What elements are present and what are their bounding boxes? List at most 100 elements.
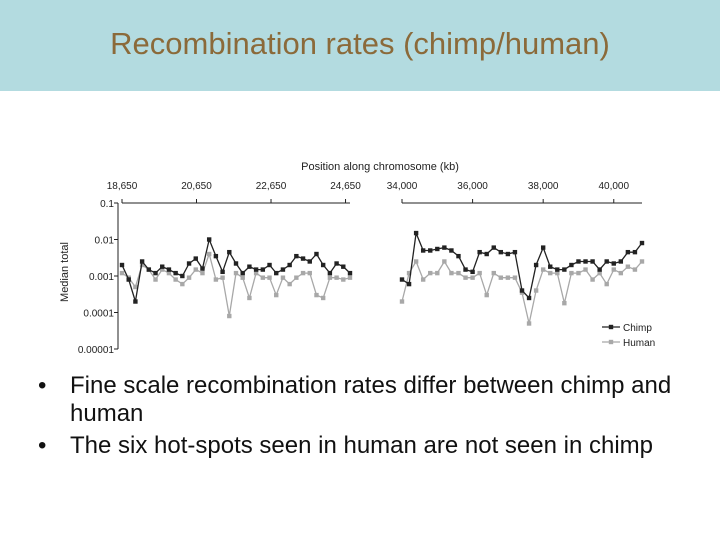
y-axis-label: Median total xyxy=(59,242,71,302)
data-point-chimp xyxy=(569,262,574,268)
data-point-human xyxy=(186,275,192,280)
data-point-chimp xyxy=(526,295,532,301)
data-point-chimp xyxy=(327,270,333,276)
data-point-human xyxy=(287,281,292,287)
data-point-human xyxy=(420,277,426,282)
data-point-human xyxy=(569,270,574,276)
x-tick-label: 40,000 xyxy=(598,181,629,192)
data-point-human xyxy=(428,270,433,276)
legend-label-chimp: Chimp xyxy=(623,323,652,334)
data-point-human xyxy=(173,277,178,282)
data-point-human xyxy=(632,267,638,272)
y-tick-label: 0.00001 xyxy=(78,345,115,356)
data-point-human xyxy=(347,275,353,280)
data-point-chimp xyxy=(320,262,326,268)
data-point-human xyxy=(463,275,468,280)
bullet-glyph: • xyxy=(38,372,47,399)
data-point-human xyxy=(240,275,245,280)
data-point-chimp xyxy=(287,262,292,268)
x-tick-label: 36,000 xyxy=(457,181,488,192)
data-point-human xyxy=(562,300,567,306)
bullet-list: • Fine scale recombination rates differ … xyxy=(38,372,698,464)
bullet-item: • The six hot-spots seen in human are no… xyxy=(38,432,698,460)
data-point-human xyxy=(477,270,482,276)
x-tick-label: 24,650 xyxy=(330,181,361,192)
data-point-human xyxy=(327,275,333,280)
y-tick-label: 0.0001 xyxy=(83,309,114,320)
data-point-human xyxy=(435,270,440,276)
data-point-chimp xyxy=(260,267,266,272)
data-point-human xyxy=(200,270,205,276)
data-point-chimp xyxy=(240,270,245,276)
data-point-human xyxy=(294,275,299,280)
data-point-chimp xyxy=(200,266,205,271)
data-point-chimp xyxy=(139,259,145,264)
data-point-human xyxy=(180,281,185,287)
data-point-chimp xyxy=(406,281,412,287)
data-point-chimp xyxy=(512,249,518,255)
data-point-chimp xyxy=(146,267,152,272)
y-tick-label: 0.01 xyxy=(95,236,115,247)
data-point-chimp xyxy=(505,251,511,257)
data-point-human xyxy=(625,264,631,269)
data-point-human xyxy=(227,313,232,319)
data-point-human xyxy=(314,292,319,298)
data-point-human xyxy=(505,275,511,280)
data-point-chimp xyxy=(470,269,475,275)
data-point-human xyxy=(247,295,252,301)
data-point-chimp xyxy=(180,273,185,279)
x-tick-label: 34,000 xyxy=(387,181,418,192)
data-point-chimp xyxy=(442,245,447,250)
data-point-chimp xyxy=(206,237,212,242)
series-line-chimp xyxy=(401,230,643,300)
data-point-human xyxy=(133,284,138,290)
data-point-human xyxy=(604,281,609,287)
data-point-chimp xyxy=(253,267,259,272)
data-point-human xyxy=(260,275,266,280)
data-point-chimp xyxy=(632,249,638,255)
data-point-human xyxy=(590,277,595,282)
data-point-chimp xyxy=(280,267,286,272)
data-point-chimp xyxy=(463,267,468,272)
data-point-human xyxy=(406,270,412,276)
data-point-human xyxy=(166,270,172,276)
data-point-chimp xyxy=(583,259,588,264)
data-point-human xyxy=(597,270,602,276)
data-point-chimp xyxy=(307,259,312,264)
data-point-chimp xyxy=(625,249,631,255)
data-point-chimp xyxy=(498,249,504,255)
x-tick-label: 18,650 xyxy=(107,181,138,192)
data-point-chimp xyxy=(420,248,426,253)
data-point-chimp xyxy=(314,251,319,257)
data-point-chimp xyxy=(193,256,198,261)
bullet-text: The six hot-spots seen in human are not … xyxy=(70,432,653,459)
y-tick-label: 0.001 xyxy=(89,272,114,283)
data-point-human xyxy=(512,275,518,280)
data-point-chimp xyxy=(166,267,172,272)
data-point-chimp xyxy=(540,245,546,250)
data-point-chimp xyxy=(477,249,482,255)
legend-marker-human xyxy=(608,339,614,345)
data-point-human xyxy=(320,295,326,301)
data-point-human xyxy=(484,292,489,298)
x-axis-label: Position along chromosome (kb) xyxy=(301,161,459,173)
data-point-human xyxy=(576,270,581,276)
data-point-chimp xyxy=(227,249,232,255)
data-point-human xyxy=(193,267,198,272)
data-point-chimp xyxy=(491,245,496,250)
data-point-chimp xyxy=(399,277,405,282)
data-point-human xyxy=(300,270,306,276)
data-point-human xyxy=(449,270,454,276)
data-point-human xyxy=(413,259,419,264)
data-point-chimp xyxy=(173,270,178,276)
data-point-chimp xyxy=(597,267,602,272)
data-point-chimp xyxy=(126,277,131,282)
data-point-chimp xyxy=(484,251,489,257)
data-point-human xyxy=(583,267,588,272)
data-point-chimp xyxy=(300,256,306,261)
data-point-human xyxy=(399,299,405,304)
data-point-chimp xyxy=(347,270,353,276)
data-point-chimp xyxy=(160,264,165,269)
data-point-chimp xyxy=(267,262,272,268)
data-point-human xyxy=(639,259,645,264)
